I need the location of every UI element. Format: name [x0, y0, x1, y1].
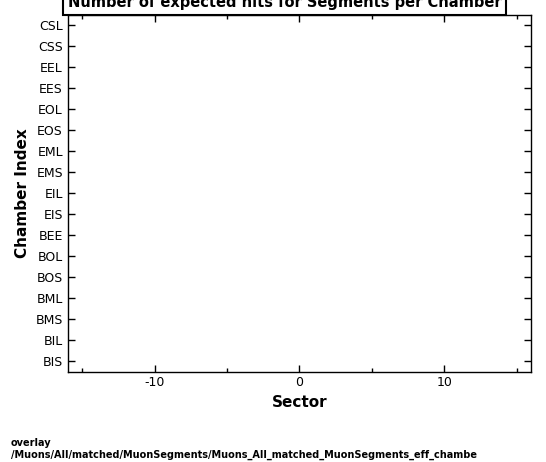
X-axis label: Sector: Sector	[271, 395, 327, 410]
Text: Number of expected hits for Segments per Chamber: Number of expected hits for Segments per…	[68, 0, 501, 10]
Y-axis label: Chamber Index: Chamber Index	[15, 128, 30, 258]
Text: overlay
/Muons/All/matched/MuonSegments/Muons_All_matched_MuonSegments_eff_chamb: overlay /Muons/All/matched/MuonSegments/…	[11, 438, 477, 460]
